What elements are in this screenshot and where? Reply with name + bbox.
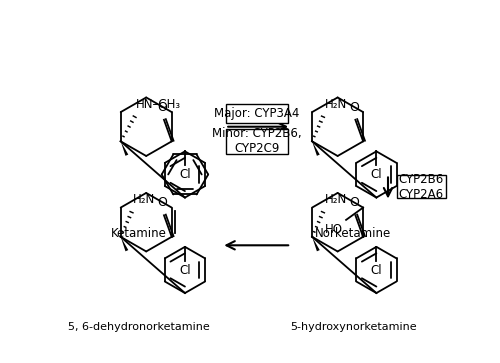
Text: 5-hydroxynorketamine: 5-hydroxynorketamine [290, 322, 416, 332]
Text: O: O [158, 196, 168, 209]
Polygon shape [120, 237, 128, 251]
Text: O: O [349, 196, 359, 209]
Text: Cl: Cl [370, 168, 382, 181]
Text: H₂N: H₂N [133, 193, 156, 206]
Text: Major: CYP3A4: Major: CYP3A4 [214, 107, 300, 120]
Polygon shape [120, 141, 128, 156]
Text: HN–CH₃: HN–CH₃ [136, 98, 182, 111]
Text: Norketamine: Norketamine [315, 227, 391, 240]
Text: Minor: CYP2B6,
CYP2C9: Minor: CYP2B6, CYP2C9 [212, 127, 302, 155]
Text: Cl: Cl [179, 264, 191, 277]
FancyBboxPatch shape [226, 105, 288, 123]
Text: Ketamine: Ketamine [110, 227, 166, 240]
FancyBboxPatch shape [226, 129, 288, 154]
Text: Cl: Cl [370, 264, 382, 277]
Text: CYP2B6
CYP2A6: CYP2B6 CYP2A6 [398, 173, 444, 201]
Text: Cl: Cl [179, 168, 191, 181]
Polygon shape [312, 141, 320, 156]
Text: O: O [158, 101, 168, 114]
Text: 5, 6-dehydronorketamine: 5, 6-dehydronorketamine [68, 322, 210, 332]
Text: H₂N: H₂N [324, 98, 347, 111]
Text: H₂N: H₂N [324, 193, 347, 206]
Polygon shape [312, 237, 320, 251]
FancyBboxPatch shape [396, 175, 446, 198]
Text: HO: HO [325, 223, 343, 236]
Text: O: O [349, 101, 359, 114]
